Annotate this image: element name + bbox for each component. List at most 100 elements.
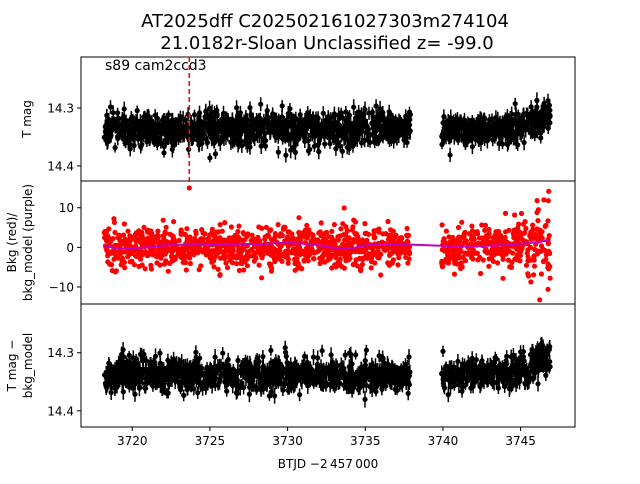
bkg-point xyxy=(115,255,120,260)
mag-point xyxy=(362,397,367,402)
bkg-point xyxy=(160,253,165,258)
mag-point xyxy=(342,129,347,134)
bkg-point xyxy=(128,259,133,264)
bkg-point xyxy=(361,249,366,254)
bkg-point xyxy=(531,272,536,277)
mag-point xyxy=(327,141,332,146)
mag-point xyxy=(296,131,301,136)
bkg-point xyxy=(152,251,157,256)
mag-point xyxy=(135,108,140,113)
y-axis-label: T mag xyxy=(20,100,34,139)
bkg-point xyxy=(258,249,263,254)
mag-point xyxy=(372,140,377,145)
mag-point xyxy=(364,348,369,353)
bkg-point xyxy=(332,222,337,227)
mag-point xyxy=(135,120,140,125)
bkg-point xyxy=(223,261,228,266)
bkg-point xyxy=(494,233,499,238)
mag-point xyxy=(441,114,446,119)
mag-point xyxy=(223,120,228,125)
bkg-point xyxy=(205,251,210,256)
mag-point xyxy=(260,354,265,359)
bkg-point xyxy=(250,233,255,238)
bkg-point xyxy=(306,230,311,235)
mag-point xyxy=(503,125,508,130)
bkg-point xyxy=(339,264,344,269)
bkg-point xyxy=(465,251,470,256)
mag-point xyxy=(335,140,340,145)
mag-point xyxy=(345,145,350,150)
mag-point xyxy=(169,118,174,123)
bkg-point xyxy=(529,230,534,235)
bkg-point xyxy=(267,228,272,233)
mag-point xyxy=(479,117,484,122)
bkg-point xyxy=(141,225,146,230)
bkg-point xyxy=(403,255,408,260)
bkg-point xyxy=(534,210,539,215)
bkg-point xyxy=(441,239,446,244)
mag-point xyxy=(463,142,468,147)
bkg-point xyxy=(155,237,160,242)
mag-point xyxy=(515,142,520,147)
bkg-point xyxy=(237,268,242,273)
bkg-point xyxy=(448,239,453,244)
mag-point xyxy=(297,392,302,397)
bkg-point xyxy=(324,230,329,235)
mag-point xyxy=(348,139,353,144)
bkg-point xyxy=(315,237,320,242)
bkg-point xyxy=(286,249,291,254)
bkg-point xyxy=(387,263,392,268)
mag-point xyxy=(454,122,459,127)
bkg-point xyxy=(280,233,285,238)
mag-point xyxy=(191,130,196,135)
bkg-point xyxy=(358,267,363,272)
mag-point xyxy=(513,112,518,117)
bkg-point xyxy=(526,258,531,263)
bkg-point xyxy=(266,234,271,239)
mag-point xyxy=(181,393,186,398)
bkg-point xyxy=(266,244,271,249)
bkg-point xyxy=(385,219,390,224)
mag-point xyxy=(234,105,239,110)
bkg-point xyxy=(500,276,505,281)
bkg-point xyxy=(296,230,301,235)
bkg-point xyxy=(541,259,546,264)
bkg-point xyxy=(332,242,337,247)
bkg-point xyxy=(332,262,337,267)
bkg-point xyxy=(532,264,537,269)
bkg-point xyxy=(110,236,115,241)
bkg-point xyxy=(391,229,396,234)
mag-point xyxy=(149,121,154,126)
mag-point xyxy=(224,115,229,120)
bkg-point xyxy=(213,249,218,254)
mag-point xyxy=(498,130,503,135)
bkg-point xyxy=(257,263,262,268)
mag-point xyxy=(536,123,541,128)
mag-point xyxy=(280,103,285,108)
bkg-point xyxy=(329,229,334,234)
bkg-point xyxy=(188,261,193,266)
mag-point xyxy=(221,135,226,140)
bkg-point xyxy=(535,227,540,232)
bkg-point xyxy=(125,240,130,245)
bkg-point xyxy=(246,249,251,254)
bkg-point xyxy=(222,220,227,225)
mag-point xyxy=(371,114,376,119)
mag-point xyxy=(325,123,330,128)
bkg-point xyxy=(187,234,192,239)
mag-point xyxy=(236,142,241,147)
bkg-point xyxy=(388,234,393,239)
bkg-point xyxy=(236,224,241,229)
bkg-point xyxy=(517,229,522,234)
bkg-point xyxy=(535,249,540,254)
mag-point xyxy=(446,121,451,126)
bkg-point xyxy=(155,229,160,234)
bkg-point xyxy=(320,254,325,259)
bkg-point xyxy=(137,249,142,254)
bkg-point xyxy=(166,269,171,274)
bkg-point xyxy=(524,263,529,268)
bkg-point xyxy=(239,256,244,261)
bkg-point xyxy=(486,264,491,269)
data-points xyxy=(102,92,553,162)
